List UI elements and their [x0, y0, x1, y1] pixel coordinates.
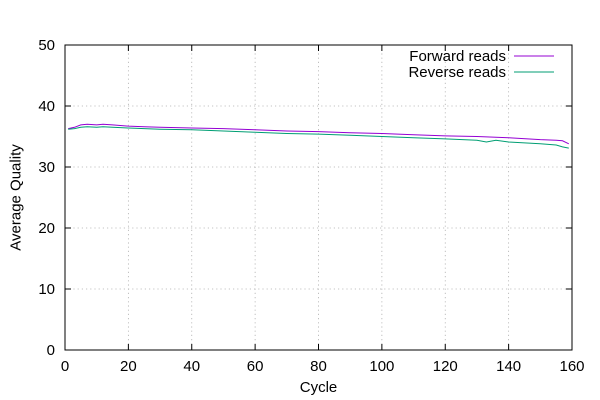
x-tick-label: 0	[61, 358, 69, 375]
y-tick-label: 20	[38, 220, 55, 237]
x-tick-label: 60	[247, 358, 264, 375]
x-tick-label: 140	[496, 358, 521, 375]
y-tick-label: 40	[38, 98, 55, 115]
y-tick-label: 10	[38, 281, 55, 298]
y-axis-title: Average Quality	[7, 144, 24, 251]
x-tick-label: 120	[433, 358, 458, 375]
plot-frame	[64, 44, 573, 351]
y-tick-label: 30	[38, 159, 55, 176]
x-tick-label: 40	[183, 358, 200, 375]
x-axis-title: Cycle	[300, 379, 338, 396]
grid	[65, 45, 572, 350]
x-tick-label: 80	[310, 358, 327, 375]
series-line-reverse-reads	[68, 126, 569, 149]
x-tick-label: 20	[120, 358, 137, 375]
legend-label: Reverse reads	[408, 64, 506, 81]
y-tick-label: 0	[47, 342, 55, 359]
tick-labels: 0 20 40 60 80 100 120 140 160 0 10 20 30 40 50	[38, 37, 584, 375]
series-layer	[68, 123, 570, 149]
y-tick-label: 50	[38, 37, 55, 54]
x-tick-label: 100	[369, 358, 394, 375]
ticks	[64, 44, 573, 351]
series-line-forward-reads	[68, 123, 570, 145]
x-tick-label: 160	[559, 358, 584, 375]
legend-label: Forward reads	[409, 48, 506, 65]
